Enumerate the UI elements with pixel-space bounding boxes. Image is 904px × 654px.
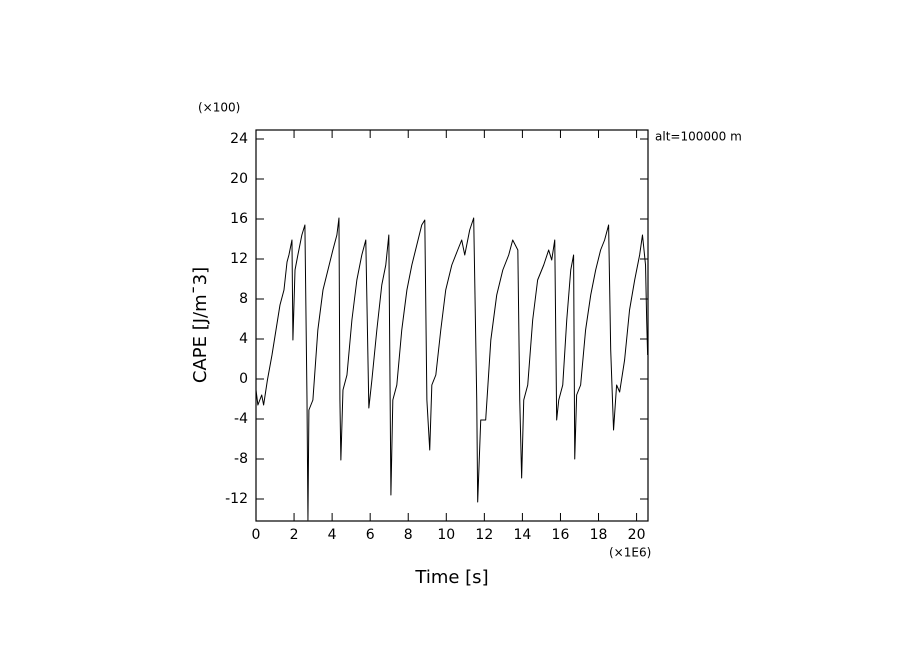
annotation: alt=100000 m xyxy=(655,130,742,144)
y-tick-label: 12 xyxy=(230,251,248,267)
x-tick-label: 16 xyxy=(552,527,570,543)
x-axis-label: Time [s] xyxy=(414,567,488,588)
y-tick-label: 4 xyxy=(239,331,248,347)
x-tick-label: 12 xyxy=(475,527,493,543)
y-tick-label: 8 xyxy=(239,291,248,307)
x-tick-label: 6 xyxy=(366,527,375,543)
x-tick-label: 14 xyxy=(513,527,531,543)
x-tick-label: 2 xyxy=(290,527,299,543)
x-tick-label: 8 xyxy=(404,527,413,543)
y-tick-label: -4 xyxy=(234,411,248,427)
y-tick-label: 16 xyxy=(230,211,248,227)
x-tick-label: 0 xyxy=(252,527,261,543)
x-tick-label: 10 xyxy=(437,527,455,543)
x-tick-label: 20 xyxy=(628,527,646,543)
y-scale-label: (×100) xyxy=(198,101,240,115)
plot-frame xyxy=(255,129,649,522)
y-tick-label: 0 xyxy=(239,371,248,387)
y-tick-label: 24 xyxy=(230,131,248,147)
x-tick-label: 18 xyxy=(590,527,608,543)
y-axis-label: CAPE [J/m¯3] xyxy=(190,267,211,383)
x-scale-label: (×1E6) xyxy=(609,546,651,560)
y-tick-label: -8 xyxy=(234,451,248,467)
y-tick-label: 20 xyxy=(230,171,248,187)
x-tick-label: 4 xyxy=(328,527,337,543)
data-line xyxy=(255,217,649,521)
y-tick-label: -12 xyxy=(225,491,248,507)
